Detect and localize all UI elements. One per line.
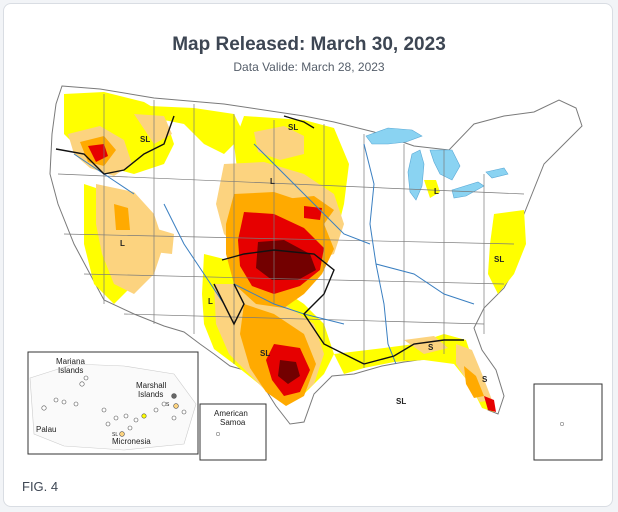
map-card: Map Released: March 30, 2023 Data Valide… <box>3 3 613 507</box>
rivers <box>73 143 475 365</box>
page-title: Map Released: March 30, 2023 <box>172 34 446 55</box>
map-label-l-southwest: L <box>208 297 213 306</box>
state-borders <box>57 94 525 368</box>
inset-label-micronesia: Micronesia <box>112 437 151 446</box>
lake-erie <box>451 181 485 199</box>
inset-label-palau: Palau <box>36 425 56 434</box>
inset-label-mariana: Mariana Islands <box>56 357 85 375</box>
island-markers <box>41 375 187 437</box>
pacific-islands-inset: Mariana Islands Marshall Islands Palau Mic… <box>27 351 199 455</box>
lake-huron <box>429 149 461 181</box>
map-label-sl-texas: SL <box>260 349 270 358</box>
inset-label-samoa: American Samoa <box>214 409 248 427</box>
lake-ontario <box>485 167 509 179</box>
map-label-sl-gulf: SL <box>396 397 406 406</box>
page-subtitle: Data Valide: March 28, 2023 <box>233 60 385 74</box>
map-label-s-south: S <box>428 343 434 352</box>
map-label-sl-north: SL <box>288 123 298 132</box>
impact-lines <box>55 115 464 365</box>
map-label-l-great-basin: L <box>120 239 125 248</box>
inset-label-marshall: Marshall Islands <box>136 381 166 399</box>
map-label-l-plains: L <box>270 177 275 186</box>
map-label-sl-carolinas: SL <box>494 255 504 264</box>
map-label-sl-northwest: SL <box>140 135 150 144</box>
caribbean-inset <box>533 383 603 461</box>
map-label-l-michigan: L <box>434 187 439 196</box>
inset-label-small-sl: SL <box>112 432 118 438</box>
map-label-s-florida: S <box>482 375 488 384</box>
drought-map: SL SL L L L SL S S SL SL L Mariana Island… <box>27 85 603 461</box>
figure-label: FIG. 4 <box>22 479 59 494</box>
lake-michigan <box>407 149 425 201</box>
lake-superior <box>365 127 423 145</box>
inset-label-small-s: S <box>166 402 170 408</box>
american-samoa-inset: American Samoa <box>199 403 267 461</box>
